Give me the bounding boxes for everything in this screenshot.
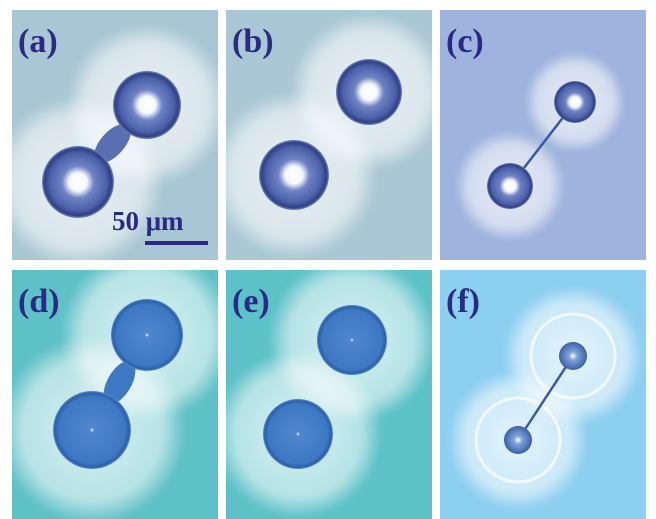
panel: (d) [0, 249, 233, 519]
droplet [259, 140, 329, 210]
panel-label: (d) [18, 283, 60, 320]
panel: (e) [214, 256, 436, 519]
panel-label: (a) [18, 23, 58, 60]
panel: (f) [440, 270, 646, 519]
droplet [336, 59, 402, 125]
droplet [554, 81, 596, 123]
panels: (a) (b) (c) (d) (e) (f) 50 μm [0, 10, 646, 519]
droplet [113, 71, 181, 139]
panel-label: (b) [232, 23, 274, 60]
panel: (b) [210, 10, 448, 260]
figure: (a) (b) (c) (d) (e) (f) 50 μm [0, 0, 656, 519]
page: {"panels": [{"label": "(a)"}, {"label": … [0, 0, 656, 519]
scale-bar-label: 50 μm [112, 206, 184, 236]
droplet [317, 305, 387, 375]
droplet [42, 146, 114, 218]
droplet [111, 299, 183, 371]
panel-label: (f) [446, 283, 480, 320]
droplet [504, 426, 532, 454]
droplet [559, 342, 587, 370]
droplet [53, 391, 131, 469]
scale-bar [145, 241, 208, 245]
panel: (c) [440, 10, 646, 260]
droplet [487, 163, 533, 209]
droplet [263, 399, 333, 469]
panel-label: (e) [232, 283, 270, 320]
panel-label: (c) [446, 23, 484, 60]
